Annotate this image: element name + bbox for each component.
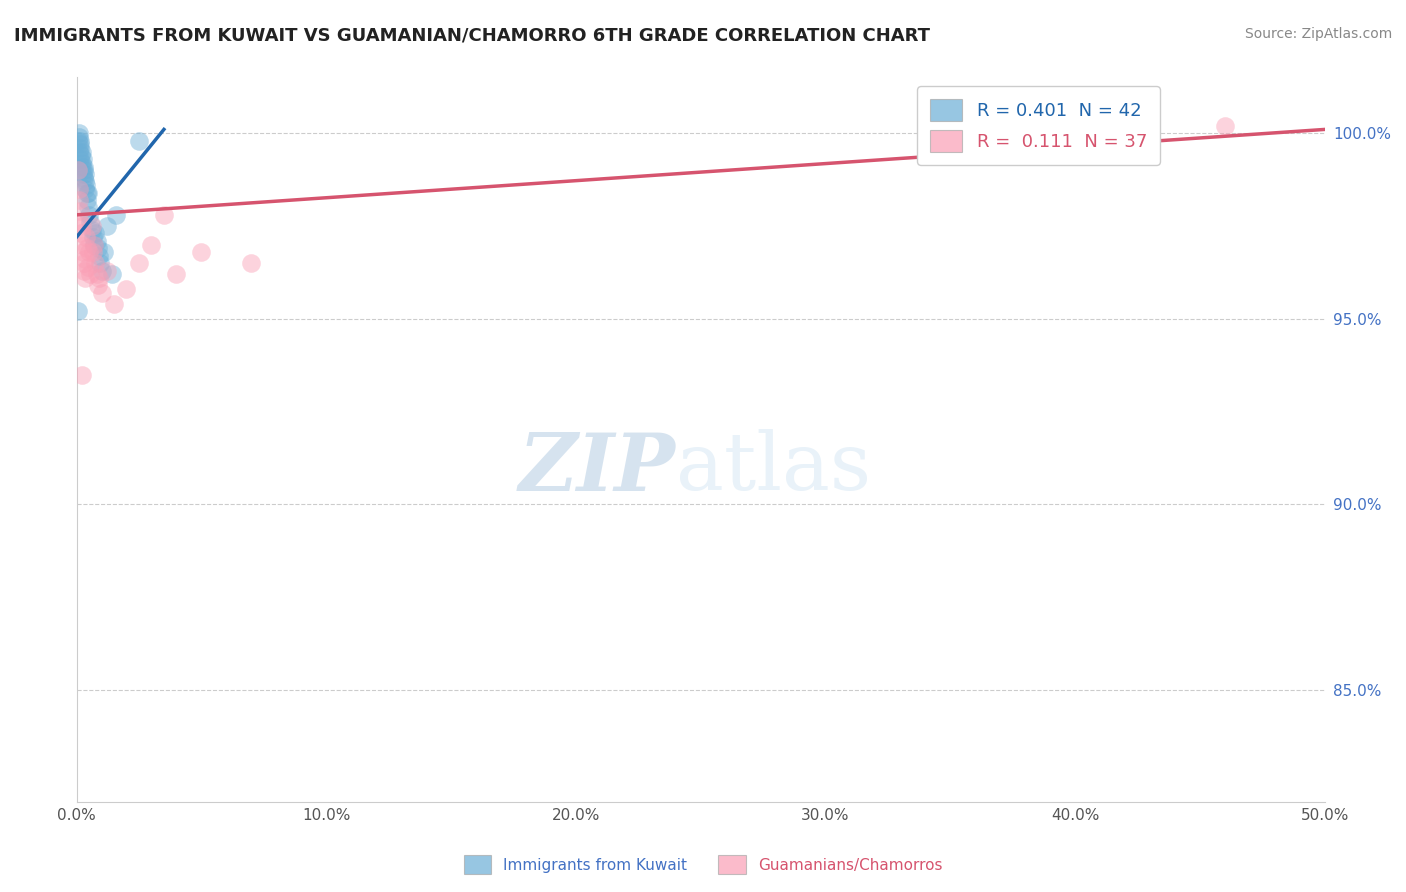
Point — [87, 241, 110, 255]
Point — [75, 182, 97, 196]
Point — [70, 219, 93, 233]
Point — [73, 263, 96, 277]
Legend: R = 0.401  N = 42, R =  0.111  N = 37: R = 0.401 N = 42, R = 0.111 N = 37 — [917, 87, 1160, 165]
Point — [1213, 119, 1236, 133]
Point — [80, 219, 103, 233]
Point — [86, 234, 108, 248]
Point — [67, 126, 90, 140]
Point — [77, 208, 100, 222]
Point — [70, 227, 93, 241]
Point — [70, 148, 93, 162]
Point — [75, 167, 97, 181]
Point — [103, 297, 125, 311]
Point — [89, 256, 111, 270]
Point — [76, 186, 98, 200]
Text: IMMIGRANTS FROM KUWAIT VS GUAMANIAN/CHAMORRO 6TH GRADE CORRELATION CHART: IMMIGRANTS FROM KUWAIT VS GUAMANIAN/CHAM… — [14, 27, 929, 45]
Point — [76, 241, 98, 255]
Point — [165, 267, 187, 281]
Point — [72, 244, 94, 259]
Text: Source: ZipAtlas.com: Source: ZipAtlas.com — [1244, 27, 1392, 41]
Point — [115, 282, 138, 296]
Point — [84, 256, 107, 270]
Point — [87, 271, 110, 285]
Point — [72, 163, 94, 178]
Legend: Immigrants from Kuwait, Guamanians/Chamorros: Immigrants from Kuwait, Guamanians/Chamo… — [457, 849, 949, 880]
Point — [73, 174, 96, 188]
Point — [77, 244, 100, 259]
Point — [128, 256, 150, 270]
Point — [69, 215, 91, 229]
Point — [96, 263, 118, 277]
Point — [153, 208, 176, 222]
Point — [66, 304, 89, 318]
Point — [87, 278, 110, 293]
Text: atlas: atlas — [676, 429, 870, 508]
Point — [66, 163, 89, 178]
Point — [67, 182, 90, 196]
Point — [73, 170, 96, 185]
Point — [128, 134, 150, 148]
Point — [84, 227, 107, 241]
Point — [105, 208, 128, 222]
Point — [79, 267, 101, 281]
Point — [90, 263, 112, 277]
Point — [190, 244, 212, 259]
Point — [69, 204, 91, 219]
Point — [67, 129, 90, 144]
Point — [76, 186, 98, 200]
Point — [90, 285, 112, 300]
Point — [83, 237, 105, 252]
Point — [70, 156, 93, 170]
Point — [83, 237, 105, 252]
Point — [69, 152, 91, 166]
Point — [72, 167, 94, 181]
Point — [82, 230, 104, 244]
Point — [67, 145, 90, 159]
Point — [82, 244, 104, 259]
Point — [93, 244, 115, 259]
Point — [72, 256, 94, 270]
Point — [69, 137, 91, 152]
Point — [141, 237, 163, 252]
Point — [69, 141, 91, 155]
Point — [66, 134, 89, 148]
Point — [70, 145, 93, 159]
Point — [240, 256, 263, 270]
Point — [80, 222, 103, 236]
Point — [100, 267, 122, 281]
Point — [76, 201, 98, 215]
Point — [70, 160, 93, 174]
Point — [76, 193, 98, 207]
Point — [76, 260, 98, 274]
Point — [75, 271, 97, 285]
Point — [73, 160, 96, 174]
Point — [96, 219, 118, 233]
Point — [75, 178, 97, 193]
Point — [73, 252, 96, 267]
Point — [70, 237, 93, 252]
Point — [87, 249, 110, 263]
Text: ZIP: ZIP — [519, 430, 676, 508]
Point — [86, 267, 108, 281]
Point — [70, 368, 93, 382]
Point — [72, 152, 94, 166]
Point — [69, 134, 91, 148]
Point — [67, 193, 90, 207]
Point — [79, 215, 101, 229]
Point — [75, 230, 97, 244]
